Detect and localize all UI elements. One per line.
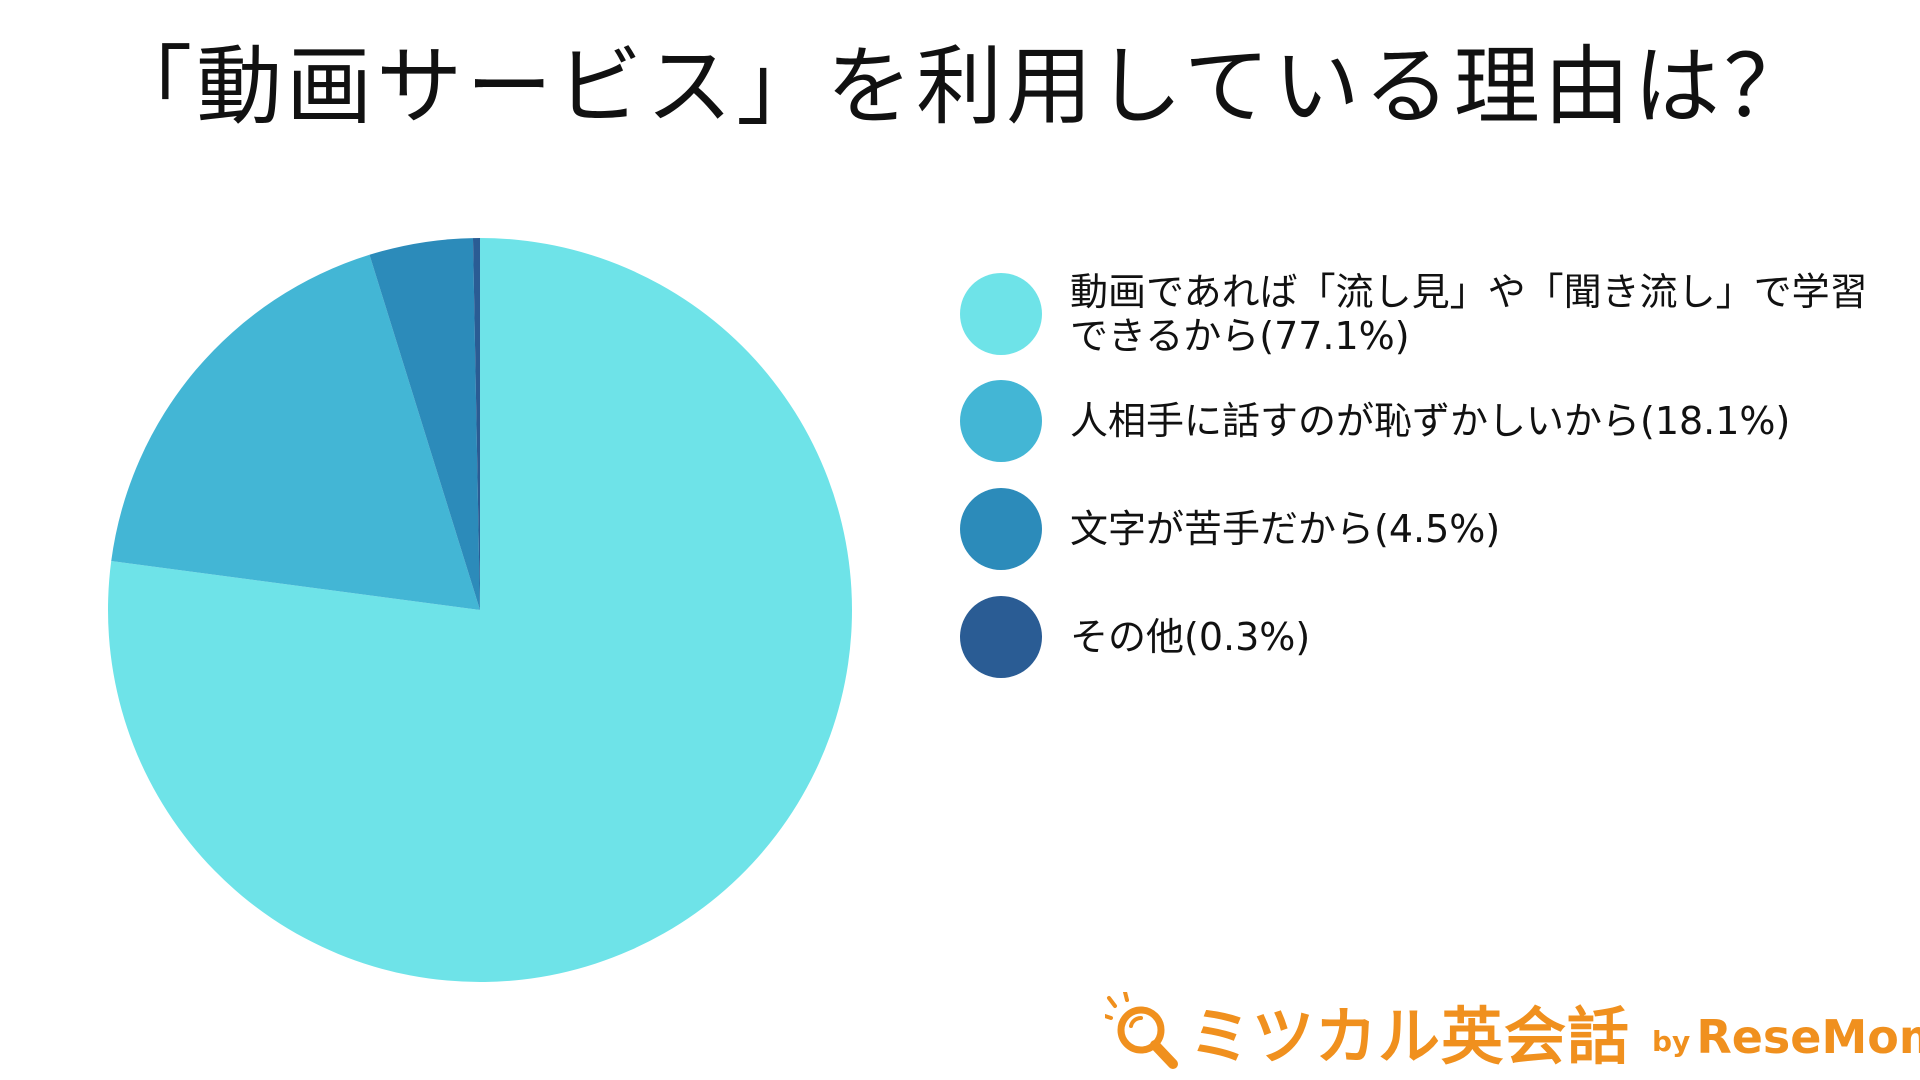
- legend-label: その他(0.3%): [1070, 615, 1311, 659]
- legend-label: 文字が苦手だから(4.5%): [1070, 507, 1501, 551]
- logo-brand: ReseMom: [1696, 1010, 1920, 1064]
- magnifier-icon: [1103, 990, 1183, 1070]
- pie-slice-4: [472, 238, 480, 610]
- brand-logo: ミツカル英会話 by ReseMom: [1103, 988, 1920, 1074]
- pie-slice-3: [369, 238, 480, 610]
- pie-slice-2: [111, 254, 481, 610]
- logo-text: ミツカル英会話: [1189, 1000, 1631, 1073]
- legend-item: 動画であれば「流し見」や「聞き流し」で学習できるから(77.1%): [960, 270, 1900, 358]
- chart-title: 「動画サービス」を利用している理由は？: [106, 37, 1814, 137]
- legend-item: 文字が苦手だから(4.5%): [960, 488, 1900, 570]
- logo-by: by: [1652, 1024, 1691, 1058]
- legend-label: 動画であれば「流し見」や「聞き流し」で学習できるから(77.1%): [1070, 270, 1868, 358]
- legend-swatch: [960, 596, 1042, 678]
- pie-chart: [107, 238, 852, 982]
- legend-swatch: [960, 273, 1042, 355]
- legend-label: 人相手に話すのが恥ずかしいから(18.1%): [1070, 399, 1791, 443]
- legend-swatch: [960, 380, 1042, 462]
- legend-item: 人相手に話すのが恥ずかしいから(18.1%): [960, 380, 1900, 462]
- legend-swatch: [960, 488, 1042, 570]
- legend-item: その他(0.3%): [960, 596, 1900, 678]
